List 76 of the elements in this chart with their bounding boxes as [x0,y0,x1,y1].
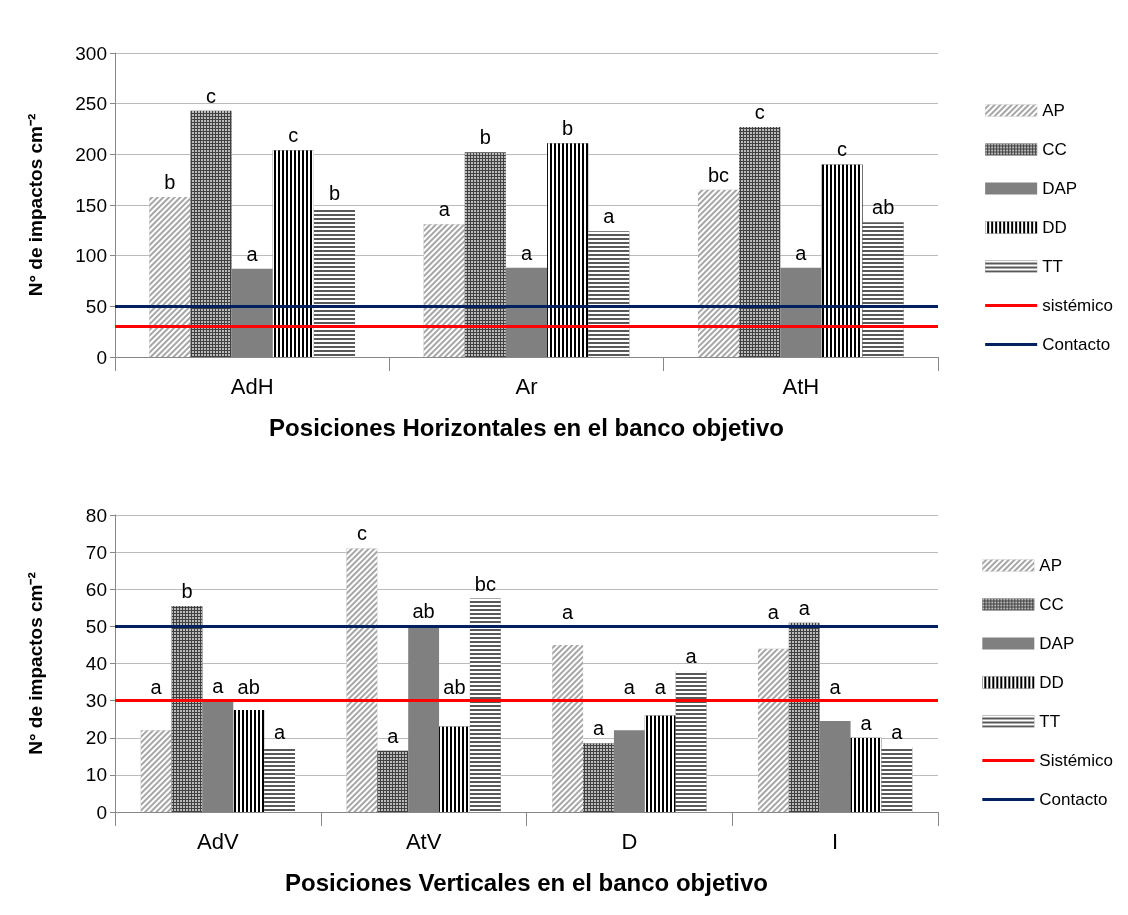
legend-label: CC [1039,595,1064,614]
y-tick-label: 70 [85,541,107,563]
data-label: a [246,242,259,265]
legend-label: DD [1039,673,1064,692]
data-label: c [356,522,367,545]
legend-label: TT [1039,712,1061,731]
data-label: a [795,241,808,264]
data-label: ab [443,675,466,698]
legend-label: Sistémico [1039,751,1113,770]
legend-label: DAP [1039,634,1075,653]
y-tick-label: 0 [96,346,107,368]
x-tick-label: D [621,828,638,854]
legend-label: Contacto [1039,790,1108,809]
data-label: b [181,579,193,602]
data-label: a [829,675,842,698]
data-label: c [836,138,847,161]
data-label: b [562,117,574,140]
data-label: a [212,674,225,697]
y-tick-label: 50 [85,615,107,637]
y-tick-label: 40 [85,653,107,674]
data-label: a [891,721,904,744]
data-label: ab [237,675,260,698]
data-label: a [387,724,400,747]
data-label: a [592,717,605,740]
data-label: a [520,241,533,264]
data-label: bc [474,572,496,595]
data-label: a [623,675,636,698]
legend-label: CC [1042,140,1067,159]
data-label: a [685,644,698,667]
data-label: a [150,675,163,698]
data-label: ab [412,600,435,623]
x-tick-label: AtH [782,373,820,399]
data-label: bc [707,163,730,186]
legend-label: DAP [1042,179,1078,198]
legend-label: sistémico [1042,296,1114,315]
legend-label: Contacto [1042,335,1111,354]
y-tick-label: 200 [75,143,107,165]
data-label: ab [872,196,895,219]
legend-label: TT [1042,257,1063,276]
data-label: a [654,675,667,698]
data-label: c [206,84,217,107]
data-label: a [274,721,287,744]
data-label: c [288,124,299,147]
data-label: a [798,596,811,619]
y-tick-label: 60 [85,578,107,600]
y-tick-label: 300 [75,42,107,64]
data-label: a [562,601,575,624]
legend-label: DD [1042,218,1067,237]
data-label: c [754,100,765,123]
y-tick-label: 100 [75,245,107,267]
y-tick-label: 80 [85,504,107,526]
legend-label: AP [1042,101,1065,120]
y-tick-label: 30 [85,690,107,712]
x-tick-label: AdH [230,373,274,399]
data-label: b [328,182,341,205]
y-axis-title: N° de impactos cm⁻² [25,572,46,755]
y-tick-label: 150 [75,194,107,216]
data-label: b [164,170,176,193]
legend-label: AP [1039,556,1062,575]
x-tick-label: AdV [197,828,239,854]
x-tick-label: I [832,828,839,854]
y-tick-label: 20 [85,727,107,749]
x-axis-title: Posiciones Horizontales en el banco objetivo [269,413,784,441]
data-label: b [479,126,491,149]
y-tick-label: 250 [75,93,107,115]
x-axis-title: Posiciones Verticales en el banco objetivo [285,868,768,896]
data-label: a [438,198,451,221]
data-label: a [603,205,616,228]
x-tick-label: AtV [405,828,442,854]
y-tick-label: 0 [96,801,107,823]
y-tick-label: 50 [85,295,107,317]
data-label: a [767,601,780,624]
x-tick-label: Ar [515,373,538,399]
y-tick-label: 10 [85,764,107,786]
data-label: a [860,711,873,734]
y-axis-title: N° de impactos cm⁻² [25,113,46,297]
